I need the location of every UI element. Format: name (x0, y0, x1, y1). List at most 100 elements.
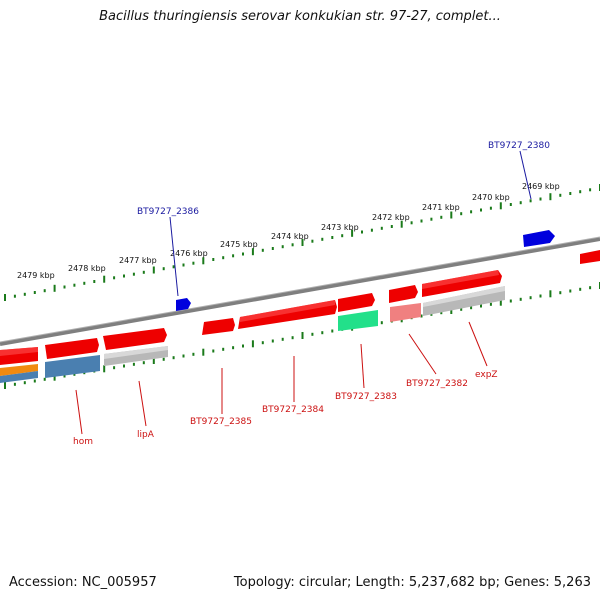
major-tick (499, 202, 502, 210)
gene-label-bt9727-2384[interactable]: BT9727_2384 (262, 405, 324, 415)
minor-tick (420, 219, 423, 223)
major-tick (549, 290, 552, 298)
minor-tick (43, 289, 46, 293)
gene-arrow[interactable] (580, 250, 600, 264)
minor-tick (410, 221, 413, 225)
major-tick (351, 229, 354, 237)
minor-tick (232, 254, 235, 258)
minor-tick (529, 199, 532, 203)
minor-tick (519, 297, 522, 301)
minor-tick (132, 362, 135, 366)
gene-label-bt9727-2383[interactable]: BT9727_2383 (335, 392, 397, 402)
gene-arrow[interactable] (103, 328, 167, 350)
minor-tick (23, 292, 26, 296)
minor-tick (271, 247, 274, 250)
minor-tick (370, 228, 373, 232)
major-tick (4, 382, 6, 389)
minor-tick (440, 311, 443, 315)
minor-tick (232, 346, 235, 350)
genome-backbone (0, 237, 600, 346)
gene-label-bt9727-2382[interactable]: BT9727_2382 (406, 379, 468, 389)
minor-tick (172, 265, 175, 269)
tick-label: 2474 kbp (271, 232, 309, 241)
gene-label-lipa[interactable]: lipA (137, 430, 155, 440)
minor-tick (123, 274, 125, 278)
minor-tick (242, 344, 244, 348)
minor-tick (430, 217, 433, 221)
major-tick (301, 332, 304, 339)
minor-tick (63, 285, 66, 289)
minor-tick (242, 252, 244, 256)
minor-tick (380, 226, 383, 230)
minor-tick (390, 225, 393, 228)
top-gene-labels: BT9727_2386 BT9727_2380 (137, 141, 550, 297)
minor-tick (63, 374, 66, 378)
gene-arrow[interactable] (45, 338, 99, 359)
minor-tick (361, 230, 363, 234)
tick-label: 2476 kbp (170, 249, 208, 258)
gene-arrow[interactable] (202, 318, 235, 335)
minor-tick (222, 347, 225, 351)
minor-tick (460, 212, 463, 216)
major-tick (53, 373, 56, 381)
minor-tick (311, 239, 314, 243)
minor-tick (73, 372, 76, 376)
minor-tick (480, 304, 482, 308)
minor-tick (539, 294, 542, 298)
tick-label: 2472 kbp (372, 213, 410, 222)
minor-tick (589, 188, 592, 192)
minor-tick (489, 206, 492, 210)
minor-tick (182, 263, 185, 267)
minor-tick (460, 307, 463, 311)
gene-label-expz[interactable]: expZ (475, 370, 498, 380)
gene-tick-track (4, 282, 600, 389)
minor-tick (321, 331, 324, 335)
gene-label-hom[interactable]: hom (73, 437, 93, 447)
forward-genes (0, 250, 600, 365)
minor-tick (13, 382, 16, 386)
minor-tick (579, 190, 582, 194)
major-tick (450, 211, 453, 219)
minor-tick (559, 193, 562, 197)
tick-label: 2479 kbp (17, 271, 55, 280)
gene-label-bt9727-2386[interactable]: BT9727_2386 (137, 207, 199, 217)
minor-tick (331, 329, 334, 333)
major-tick (499, 298, 502, 306)
minor-tick (480, 208, 482, 212)
reverse-genes (176, 230, 555, 311)
minor-tick (509, 299, 512, 303)
tick-labels: 2479 kbp 2478 kbp 2477 kbp 2476 kbp 2475… (17, 182, 560, 280)
tick-label: 2471 kbp (422, 203, 460, 212)
minor-tick (589, 286, 592, 290)
major-tick (549, 193, 552, 201)
gene-arrow[interactable] (389, 285, 418, 303)
map-title: Bacillus thuringiensis serovar konkukian… (99, 9, 501, 24)
minor-tick (172, 356, 175, 360)
major-tick (152, 357, 155, 364)
tick-label: 2477 kbp (119, 256, 157, 265)
minor-tick (83, 281, 86, 285)
gene-arrow[interactable] (523, 230, 555, 247)
major-tick (53, 284, 56, 292)
major-tick (103, 365, 106, 373)
minor-tick (43, 377, 46, 381)
accession-text: Accession: NC_005957 (9, 575, 157, 590)
gene-label-bt9727-2385[interactable]: BT9727_2385 (190, 417, 252, 427)
gene-arrow[interactable] (338, 293, 375, 312)
minor-tick (162, 267, 165, 271)
minor-tick (73, 283, 76, 287)
major-tick (202, 257, 205, 265)
minor-tick (509, 203, 512, 206)
minor-tick (212, 258, 215, 261)
minor-tick (93, 280, 96, 283)
gene-label-bt9727-2380[interactable]: BT9727_2380 (488, 141, 550, 151)
major-tick (400, 220, 403, 228)
gene-arrow[interactable] (176, 298, 191, 311)
minor-tick (212, 349, 215, 353)
minor-tick (33, 379, 36, 383)
minor-tick (380, 321, 383, 325)
minor-tick (261, 248, 264, 252)
minor-tick (192, 352, 195, 356)
minor-tick (222, 256, 225, 260)
minor-tick (569, 192, 572, 195)
